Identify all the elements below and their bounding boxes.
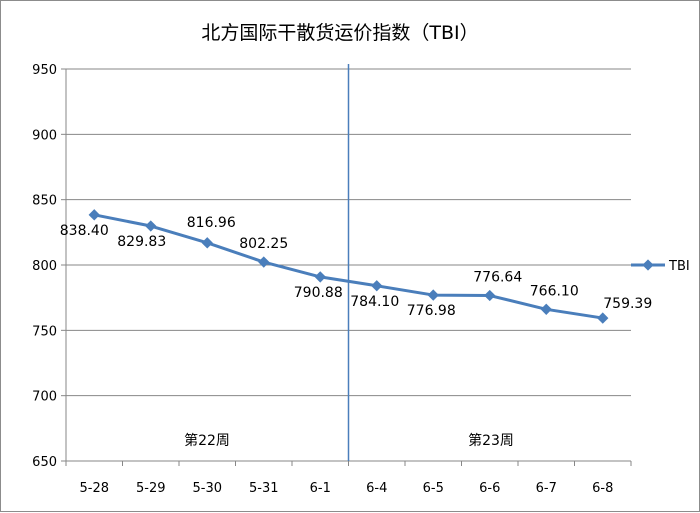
x-tick-label: 6-4	[366, 481, 387, 496]
week-annotations: 第22周 第23周	[184, 432, 514, 449]
data-label: 784.10	[350, 294, 399, 310]
data-label: 766.10	[530, 283, 579, 299]
y-tick-label: 800	[32, 259, 57, 274]
data-point-marker	[145, 220, 157, 232]
y-tick-label: 950	[32, 63, 57, 78]
x-tick-label: 6-8	[592, 481, 613, 496]
y-tick-label: 900	[32, 128, 57, 143]
x-tick-label: 6-6	[479, 481, 500, 496]
x-tick-label: 6-7	[536, 481, 557, 496]
data-label: 790.88	[294, 285, 343, 301]
y-tick-label: 850	[32, 194, 57, 209]
x-tick-label: 5-28	[79, 481, 109, 496]
data-point-marker	[540, 303, 552, 315]
x-tick-label: 5-31	[249, 481, 279, 496]
data-point-marker	[427, 289, 439, 301]
x-tick-label: 5-30	[192, 481, 222, 496]
data-point-marker	[258, 256, 270, 268]
y-tick-labels: 650 700 750 800 850 900 950	[32, 63, 57, 470]
week-23-label: 第23周	[468, 432, 514, 449]
data-label: 802.25	[239, 236, 288, 252]
data-point-marker	[484, 289, 496, 302]
chart-title: 北方国际干散货运价指数（TBI）	[201, 22, 478, 44]
data-point-marker	[201, 237, 213, 249]
data-point-marker	[597, 312, 609, 324]
y-tick-label: 650	[32, 455, 57, 470]
data-label: 838.40	[60, 223, 109, 239]
data-label: 829.83	[117, 234, 166, 250]
week-22-label: 第22周	[184, 432, 230, 449]
data-point-marker	[314, 271, 326, 283]
data-label: 776.64	[473, 270, 522, 286]
legend-label: TBI	[668, 259, 690, 274]
data-point-marker	[371, 280, 383, 292]
x-tick-label: 6-5	[423, 481, 444, 496]
legend: TBI	[631, 259, 690, 274]
y-tick-label: 750	[32, 324, 57, 339]
data-label: 759.39	[603, 296, 652, 312]
legend-marker	[642, 259, 654, 271]
axes-layer	[61, 64, 632, 466]
data-point-marker	[88, 209, 100, 221]
x-tick-label: 6-1	[310, 481, 331, 496]
data-label: 776.98	[407, 303, 456, 319]
x-tick-labels: 5-28 5-29 5-30 5-31 6-1 6-4 6-5 6-6 6-7 6-8	[79, 481, 613, 496]
series-line-tbi	[93, 213, 603, 320]
x-tick-label: 5-29	[136, 481, 166, 496]
data-label: 816.96	[187, 215, 236, 231]
y-tick-label: 700	[32, 390, 57, 405]
